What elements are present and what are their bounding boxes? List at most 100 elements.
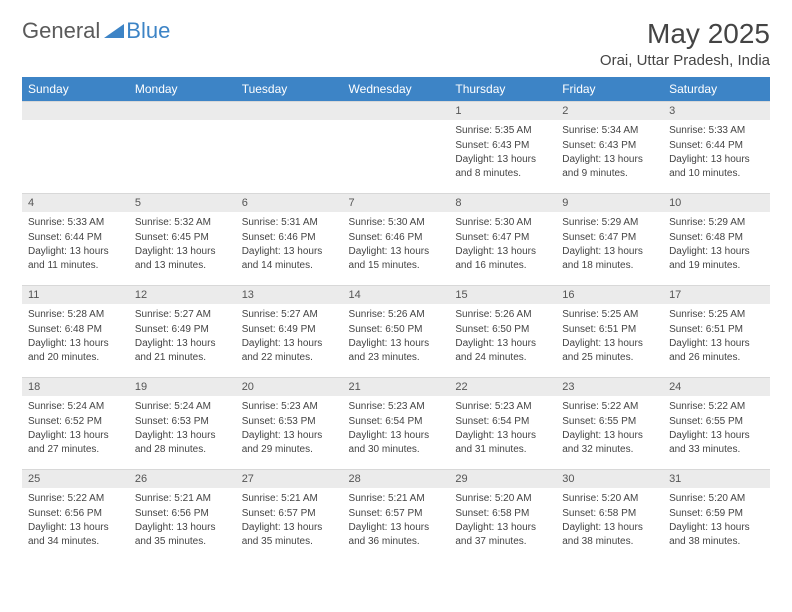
sunset-text: Sunset: 6:44 PM — [28, 231, 123, 245]
calendar-week: 18Sunrise: 5:24 AMSunset: 6:52 PMDayligh… — [22, 377, 770, 469]
day-header: Monday — [129, 77, 236, 101]
calendar-day: 28Sunrise: 5:21 AMSunset: 6:57 PMDayligh… — [343, 469, 450, 561]
day-number: 30 — [556, 469, 663, 488]
day-number: 22 — [449, 377, 556, 396]
calendar-day: 12Sunrise: 5:27 AMSunset: 6:49 PMDayligh… — [129, 285, 236, 377]
day-details: Sunrise: 5:23 AMSunset: 6:54 PMDaylight:… — [343, 396, 450, 459]
day-header: Friday — [556, 77, 663, 101]
day-number: 28 — [343, 469, 450, 488]
calendar-day: 13Sunrise: 5:27 AMSunset: 6:49 PMDayligh… — [236, 285, 343, 377]
sunset-text: Sunset: 6:54 PM — [455, 415, 550, 429]
day-number: 11 — [22, 285, 129, 304]
day-details: Sunrise: 5:22 AMSunset: 6:56 PMDaylight:… — [22, 488, 129, 551]
sunrise-text: Sunrise: 5:21 AM — [135, 492, 230, 506]
daylight-text: Daylight: 13 hours and 9 minutes. — [562, 153, 657, 180]
day-header: Sunday — [22, 77, 129, 101]
daylight-text: Daylight: 13 hours and 28 minutes. — [135, 429, 230, 456]
day-number: 4 — [22, 193, 129, 212]
sunset-text: Sunset: 6:43 PM — [562, 139, 657, 153]
calendar-day: 21Sunrise: 5:23 AMSunset: 6:54 PMDayligh… — [343, 377, 450, 469]
calendar-day: 16Sunrise: 5:25 AMSunset: 6:51 PMDayligh… — [556, 285, 663, 377]
daylight-text: Daylight: 13 hours and 21 minutes. — [135, 337, 230, 364]
day-number: 7 — [343, 193, 450, 212]
sunset-text: Sunset: 6:49 PM — [242, 323, 337, 337]
daylight-text: Daylight: 13 hours and 38 minutes. — [669, 521, 764, 548]
sunset-text: Sunset: 6:49 PM — [135, 323, 230, 337]
day-details: Sunrise: 5:23 AMSunset: 6:54 PMDaylight:… — [449, 396, 556, 459]
day-details: Sunrise: 5:30 AMSunset: 6:47 PMDaylight:… — [449, 212, 556, 275]
daylight-text: Daylight: 13 hours and 35 minutes. — [135, 521, 230, 548]
sunset-text: Sunset: 6:53 PM — [242, 415, 337, 429]
sunset-text: Sunset: 6:55 PM — [669, 415, 764, 429]
day-number: 1 — [449, 101, 556, 120]
sunrise-text: Sunrise: 5:28 AM — [28, 308, 123, 322]
sunset-text: Sunset: 6:56 PM — [135, 507, 230, 521]
day-details: Sunrise: 5:24 AMSunset: 6:52 PMDaylight:… — [22, 396, 129, 459]
day-details: Sunrise: 5:22 AMSunset: 6:55 PMDaylight:… — [556, 396, 663, 459]
day-details: Sunrise: 5:21 AMSunset: 6:57 PMDaylight:… — [343, 488, 450, 551]
day-details: Sunrise: 5:33 AMSunset: 6:44 PMDaylight:… — [22, 212, 129, 275]
daylight-text: Daylight: 13 hours and 20 minutes. — [28, 337, 123, 364]
day-details: Sunrise: 5:34 AMSunset: 6:43 PMDaylight:… — [556, 120, 663, 183]
day-details: Sunrise: 5:20 AMSunset: 6:59 PMDaylight:… — [663, 488, 770, 551]
daylight-text: Daylight: 13 hours and 34 minutes. — [28, 521, 123, 548]
sunrise-text: Sunrise: 5:20 AM — [562, 492, 657, 506]
daylight-text: Daylight: 13 hours and 19 minutes. — [669, 245, 764, 272]
calendar-day — [343, 101, 450, 193]
daylight-text: Daylight: 13 hours and 15 minutes. — [349, 245, 444, 272]
title-block: May 2025 Orai, Uttar Pradesh, India — [600, 18, 770, 69]
calendar-day: 27Sunrise: 5:21 AMSunset: 6:57 PMDayligh… — [236, 469, 343, 561]
day-details: Sunrise: 5:33 AMSunset: 6:44 PMDaylight:… — [663, 120, 770, 183]
sunset-text: Sunset: 6:52 PM — [28, 415, 123, 429]
calendar-day: 26Sunrise: 5:21 AMSunset: 6:56 PMDayligh… — [129, 469, 236, 561]
day-number: 24 — [663, 377, 770, 396]
sunrise-text: Sunrise: 5:25 AM — [562, 308, 657, 322]
day-details: Sunrise: 5:21 AMSunset: 6:57 PMDaylight:… — [236, 488, 343, 551]
logo-text-general: General — [22, 18, 100, 44]
calendar-day: 24Sunrise: 5:22 AMSunset: 6:55 PMDayligh… — [663, 377, 770, 469]
sunset-text: Sunset: 6:56 PM — [28, 507, 123, 521]
logo-triangle-icon — [104, 24, 124, 38]
day-header: Thursday — [449, 77, 556, 101]
calendar-day: 3Sunrise: 5:33 AMSunset: 6:44 PMDaylight… — [663, 101, 770, 193]
sunrise-text: Sunrise: 5:30 AM — [349, 216, 444, 230]
sunrise-text: Sunrise: 5:30 AM — [455, 216, 550, 230]
day-number: 17 — [663, 285, 770, 304]
day-details: Sunrise: 5:35 AMSunset: 6:43 PMDaylight:… — [449, 120, 556, 183]
daylight-text: Daylight: 13 hours and 32 minutes. — [562, 429, 657, 456]
sunset-text: Sunset: 6:55 PM — [562, 415, 657, 429]
sunrise-text: Sunrise: 5:20 AM — [669, 492, 764, 506]
sunrise-text: Sunrise: 5:27 AM — [242, 308, 337, 322]
day-details: Sunrise: 5:29 AMSunset: 6:48 PMDaylight:… — [663, 212, 770, 275]
day-details: Sunrise: 5:30 AMSunset: 6:46 PMDaylight:… — [343, 212, 450, 275]
sunrise-text: Sunrise: 5:31 AM — [242, 216, 337, 230]
daylight-text: Daylight: 13 hours and 26 minutes. — [669, 337, 764, 364]
calendar-day: 20Sunrise: 5:23 AMSunset: 6:53 PMDayligh… — [236, 377, 343, 469]
calendar-day: 30Sunrise: 5:20 AMSunset: 6:58 PMDayligh… — [556, 469, 663, 561]
logo: General Blue — [22, 18, 170, 44]
sunset-text: Sunset: 6:47 PM — [562, 231, 657, 245]
day-details: Sunrise: 5:24 AMSunset: 6:53 PMDaylight:… — [129, 396, 236, 459]
daylight-text: Daylight: 13 hours and 25 minutes. — [562, 337, 657, 364]
calendar-day: 6Sunrise: 5:31 AMSunset: 6:46 PMDaylight… — [236, 193, 343, 285]
calendar-day: 22Sunrise: 5:23 AMSunset: 6:54 PMDayligh… — [449, 377, 556, 469]
calendar-day: 25Sunrise: 5:22 AMSunset: 6:56 PMDayligh… — [22, 469, 129, 561]
sunrise-text: Sunrise: 5:22 AM — [28, 492, 123, 506]
sunrise-text: Sunrise: 5:23 AM — [349, 400, 444, 414]
calendar-day — [22, 101, 129, 193]
calendar-day: 23Sunrise: 5:22 AMSunset: 6:55 PMDayligh… — [556, 377, 663, 469]
sunrise-text: Sunrise: 5:29 AM — [669, 216, 764, 230]
location: Orai, Uttar Pradesh, India — [600, 52, 770, 69]
sunrise-text: Sunrise: 5:24 AM — [28, 400, 123, 414]
sunrise-text: Sunrise: 5:22 AM — [669, 400, 764, 414]
sunset-text: Sunset: 6:54 PM — [349, 415, 444, 429]
daylight-text: Daylight: 13 hours and 23 minutes. — [349, 337, 444, 364]
daylight-text: Daylight: 13 hours and 14 minutes. — [242, 245, 337, 272]
daylight-text: Daylight: 13 hours and 36 minutes. — [349, 521, 444, 548]
calendar-day: 31Sunrise: 5:20 AMSunset: 6:59 PMDayligh… — [663, 469, 770, 561]
calendar-day: 2Sunrise: 5:34 AMSunset: 6:43 PMDaylight… — [556, 101, 663, 193]
day-header-row: SundayMondayTuesdayWednesdayThursdayFrid… — [22, 77, 770, 101]
day-number: 27 — [236, 469, 343, 488]
day-number: 9 — [556, 193, 663, 212]
daylight-text: Daylight: 13 hours and 35 minutes. — [242, 521, 337, 548]
